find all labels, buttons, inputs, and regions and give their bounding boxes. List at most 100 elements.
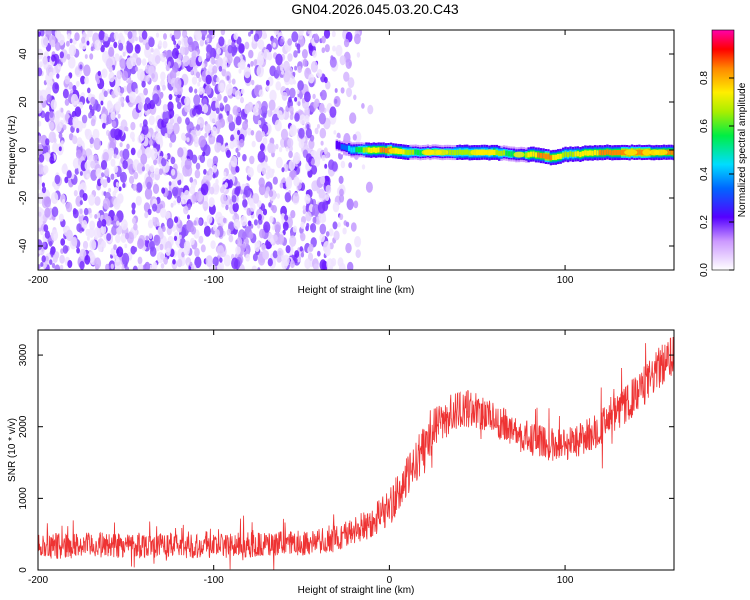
- noise-speckle: [235, 166, 240, 173]
- noise-speckle: [316, 69, 323, 78]
- signal-segment: [537, 152, 540, 158]
- noise-speckle: [148, 139, 153, 146]
- noise-speckle: [131, 208, 136, 215]
- noise-speckle: [205, 74, 212, 85]
- noise-speckle: [289, 124, 297, 137]
- noise-speckle: [110, 173, 115, 180]
- noise-speckle: [233, 218, 241, 230]
- noise-speckle: [292, 71, 296, 77]
- noise-speckle: [144, 211, 149, 219]
- snr-x-tick-label: 100: [557, 575, 574, 586]
- signal-segment: [525, 152, 528, 158]
- noise-speckle: [160, 207, 167, 218]
- noise-speckle: [62, 88, 69, 99]
- noise-speckle: [193, 220, 197, 226]
- noise-speckle: [72, 135, 78, 145]
- noise-speckle: [172, 47, 179, 60]
- noise-speckle: [39, 61, 43, 68]
- noise-speckle: [277, 247, 284, 258]
- noise-speckle: [46, 93, 52, 103]
- noise-speckle: [120, 219, 128, 231]
- noise-speckle: [313, 263, 319, 270]
- noise-speckle: [300, 252, 305, 258]
- noise-speckle: [156, 244, 160, 252]
- noise-speckle: [262, 137, 268, 145]
- noise-speckle: [178, 234, 182, 240]
- noise-speckle: [74, 32, 80, 41]
- noise-speckle: [188, 86, 193, 93]
- noise-speckle: [254, 102, 259, 110]
- noise-speckle: [246, 207, 252, 216]
- noise-speckle: [38, 153, 45, 163]
- noise-speckle: [239, 59, 246, 70]
- noise-speckle: [281, 258, 288, 270]
- noise-speckle: [242, 154, 247, 162]
- noise-speckle: [166, 122, 174, 135]
- signal-blob: [484, 149, 496, 156]
- noise-speckle: [41, 186, 47, 194]
- noise-speckle: [339, 55, 346, 66]
- noise-speckle: [236, 106, 241, 113]
- signal-segment: [409, 149, 412, 155]
- snr-x-label: Height of straight line (km): [298, 585, 415, 596]
- noise-speckle: [122, 182, 126, 189]
- noise-speckle: [38, 106, 41, 112]
- noise-speckle: [113, 197, 121, 210]
- noise-speckle: [223, 95, 228, 103]
- noise-speckle: [257, 214, 262, 221]
- noise-speckle: [225, 83, 233, 96]
- noise-speckle: [176, 196, 182, 204]
- noise-speckle: [152, 183, 160, 194]
- noise-speckle: [73, 190, 78, 197]
- noise-speckle: [65, 229, 73, 241]
- noise-speckle: [239, 138, 245, 148]
- noise-speckle: [239, 189, 244, 195]
- noise-speckle: [317, 201, 326, 214]
- noise-speckle: [41, 182, 46, 188]
- noise-speckle: [173, 43, 177, 49]
- noise-speckle: [177, 147, 184, 158]
- noise-speckle: [340, 87, 345, 94]
- noise-speckle: [222, 217, 227, 224]
- noise-speckle: [223, 254, 231, 267]
- noise-speckle: [273, 234, 278, 242]
- noise-speckle: [165, 211, 171, 220]
- noise-speckle: [265, 171, 271, 180]
- noise-speckle: [285, 176, 293, 187]
- snr-frame: [37, 329, 675, 571]
- noise-speckle: [226, 75, 230, 81]
- spectrogram-y-tick-label: 20: [18, 96, 29, 108]
- noise-speckle: [98, 30, 105, 41]
- noise-speckle: [67, 260, 73, 268]
- noise-speckle: [50, 39, 56, 48]
- noise-speckle: [212, 155, 219, 165]
- noise-speckle: [107, 88, 111, 94]
- noise-speckle: [259, 143, 265, 152]
- noise-speckle: [106, 176, 111, 183]
- noise-speckle: [136, 182, 143, 193]
- noise-speckle: [102, 197, 111, 210]
- noise-speckle: [67, 33, 71, 40]
- noise-speckle: [324, 44, 330, 53]
- noise-speckle: [106, 233, 112, 242]
- noise-speckle: [296, 43, 301, 50]
- noise-speckle: [331, 161, 338, 172]
- noise-speckle: [110, 111, 116, 121]
- noise-speckle: [56, 73, 60, 79]
- noise-speckle: [108, 187, 112, 193]
- noise-speckle: [174, 77, 182, 89]
- noise-speckle: [155, 132, 163, 145]
- noise-speckle: [202, 151, 206, 157]
- spectrogram-noise: [38, 30, 374, 270]
- noise-speckle: [118, 186, 122, 192]
- noise-speckle: [178, 53, 182, 60]
- noise-speckle: [90, 160, 96, 169]
- noise-speckle: [347, 77, 355, 89]
- noise-speckle: [88, 112, 93, 119]
- noise-speckle: [68, 44, 77, 57]
- noise-speckle: [50, 99, 57, 110]
- colorbar-tick-label: 0.2: [699, 215, 710, 229]
- noise-speckle: [319, 223, 327, 235]
- noise-speckle: [306, 222, 310, 229]
- noise-speckle: [216, 142, 222, 151]
